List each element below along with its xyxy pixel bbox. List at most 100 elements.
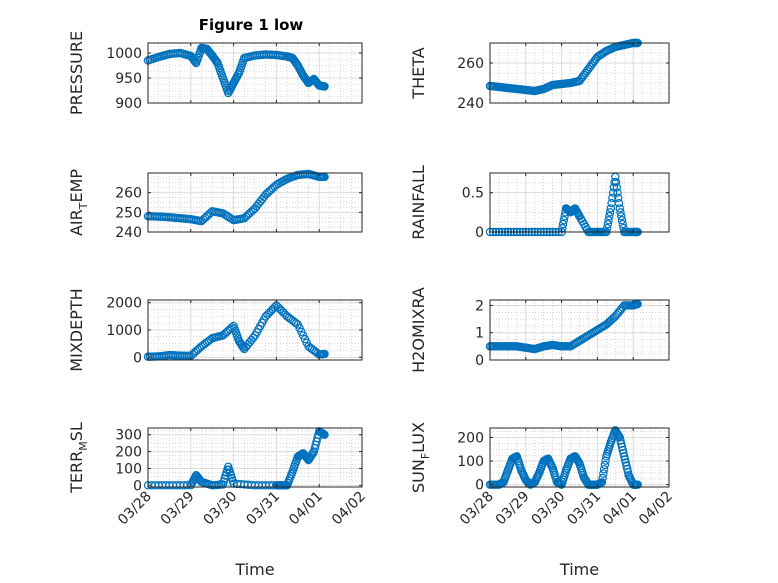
data-point [270, 303, 279, 312]
y-tick-label: 260 [457, 56, 484, 72]
y-axis-label: PRESSURE [67, 31, 86, 115]
data-point [616, 436, 625, 445]
x-tick-label: 03/28 [115, 489, 155, 529]
gridlines [490, 300, 669, 361]
data-point [291, 58, 301, 68]
y-tick-label: 200 [457, 430, 484, 446]
x-axis-label: Time [559, 560, 599, 579]
data-point [605, 208, 615, 217]
y-tick-label: 0 [133, 350, 142, 366]
x-tick-label: 04/01 [600, 489, 640, 529]
axes-box [489, 42, 670, 104]
y-axis-label-part: TERR [67, 451, 86, 494]
y-tick-label: 200 [115, 445, 142, 461]
y-tick-label: 900 [115, 96, 142, 112]
data-point [560, 212, 569, 221]
subplot-pressure: 900 950 1000 PRESSURE [67, 31, 363, 115]
y-axis-label-subscript: M [77, 441, 90, 451]
data-point [320, 430, 329, 439]
y-tick-label: 260 [115, 186, 142, 202]
y-axis-label-subscript: F [419, 453, 432, 459]
y-tick-label: 100 [115, 461, 142, 477]
series-air_temp [143, 169, 329, 226]
x-tick-label: 04/02 [636, 489, 676, 529]
subplot-rainfall: 0 0.5 RAINFALL [409, 165, 670, 241]
x-tick-label: 04/01 [286, 489, 326, 529]
y-axis-label: H2OMIXRA [409, 287, 428, 373]
data-point [615, 433, 624, 442]
axes-frame [147, 427, 363, 488]
axes-box [147, 42, 363, 104]
axes-box [147, 172, 363, 233]
y-tick-label: 2 [475, 298, 484, 314]
subplot-mixdepth: 0 1000 2000 MIXDEPTH [67, 288, 363, 372]
y-tick-label: 0 [475, 225, 484, 241]
data-point [622, 461, 631, 470]
data-point [621, 458, 630, 467]
y-tick-label: 950 [115, 71, 142, 87]
data-point [558, 219, 568, 229]
series-theta [485, 38, 642, 96]
data-point [620, 455, 630, 464]
data-point [614, 193, 623, 203]
y-tick-label: 0 [475, 353, 484, 369]
series-mixdepth [143, 301, 329, 361]
data-point [320, 82, 329, 91]
y-tick-label: 0 [475, 478, 484, 494]
series-h2omixra [485, 299, 642, 354]
y-tick-label: 240 [457, 96, 484, 112]
axes-box [489, 427, 670, 488]
data-point [606, 204, 616, 213]
y-axis-label: THETA [409, 47, 428, 99]
data-point [603, 219, 613, 229]
data-point [599, 469, 608, 478]
subplot-theta: 240 260 THETA [409, 38, 670, 112]
gridlines [490, 43, 669, 104]
axes-box [147, 427, 363, 488]
data-point [615, 204, 624, 213]
x-tick-label: 03/30 [201, 489, 241, 529]
data-point [608, 193, 617, 203]
data-point [617, 212, 626, 221]
data-point [211, 56, 220, 65]
y-tick-label: 300 [115, 428, 142, 444]
x-tick-label: 03/31 [564, 489, 604, 529]
x-tick-label: 03/28 [457, 489, 497, 529]
series-sun_flux [485, 426, 642, 489]
y-axis-label: MIXDEPTH [67, 288, 86, 371]
data-point [614, 198, 624, 208]
y-axis-label-subscript: T [77, 202, 90, 210]
data-point [611, 177, 621, 187]
data-point [320, 349, 329, 359]
data-point [597, 478, 607, 487]
data-point [619, 448, 628, 458]
y-tick-label: 1000 [106, 46, 142, 62]
y-axis-label-part: AIR [67, 209, 86, 236]
series-pressure [143, 43, 329, 98]
x-tick-label: 03/29 [158, 489, 198, 529]
y-tick-label: 250 [115, 205, 142, 221]
data-point [633, 480, 642, 489]
data-point [623, 464, 632, 474]
data-point [599, 465, 609, 474]
data-point [618, 219, 627, 229]
y-tick-label: 100 [457, 454, 484, 470]
data-point [308, 448, 318, 458]
data-point [598, 473, 607, 483]
x-tick-label: 03/31 [243, 489, 283, 529]
x-tick-label: 04/02 [329, 489, 369, 529]
data-point [617, 442, 627, 452]
data-point [605, 212, 614, 221]
y-tick-label: 1000 [106, 323, 142, 339]
subplot-air_temp: 240 250 260 AIRTEMP [67, 169, 363, 241]
y-axis-label: TERRMSL [67, 422, 90, 494]
data-point [613, 188, 622, 197]
y-axis-label: AIRTEMP [67, 169, 90, 236]
subplot-sun_flux: 0 100 200 SUNFLUX 03/2803/2903/3003/3104/010… [409, 422, 676, 579]
y-tick-label: 0 [133, 478, 142, 494]
axes-box [489, 172, 670, 233]
data-point [618, 445, 627, 455]
data-point [617, 439, 626, 448]
